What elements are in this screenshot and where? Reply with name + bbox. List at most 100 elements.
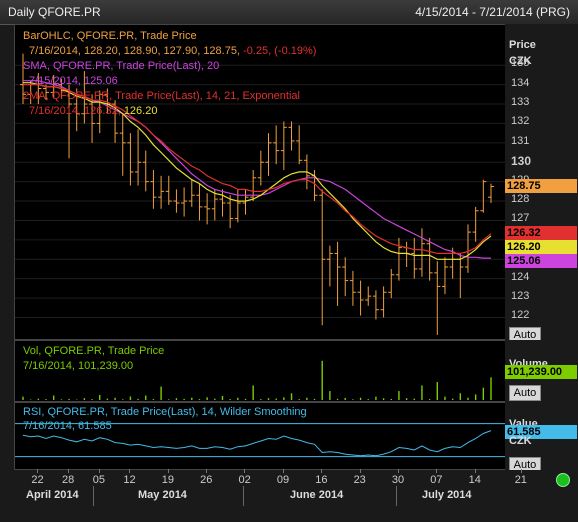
price-tick-label: 124	[511, 270, 530, 283]
month-separator	[93, 486, 94, 506]
ohlc-bar	[457, 253, 464, 299]
ohlc-bar	[150, 170, 157, 209]
x-tick-label: 19	[161, 474, 175, 486]
x-tick-label: 02	[238, 474, 251, 486]
ohlc-bar	[142, 150, 149, 192]
rsi-auto-button[interactable]: Auto	[509, 457, 541, 470]
price-axis: Price CZK Auto 1351341331321311301291281…	[505, 24, 578, 343]
window-header: Daily QFORE.PR 4/15/2014 - 7/21/2014 (PR…	[0, 0, 578, 25]
price-axis-title: Price	[509, 39, 536, 51]
ohlc-bar	[257, 150, 264, 186]
x-tick-mark	[397, 469, 399, 473]
ohlc-bar	[265, 133, 272, 176]
volume-pane[interactable]: Vol, QFORE.PR, Trade Price 7/16/2014, 10…	[14, 340, 506, 402]
ohlc-bar	[434, 261, 441, 335]
rsi-plot	[15, 423, 505, 458]
price-legend-line: 7/16/2014, 128.20, 128.90, 127.90, 128.7…	[29, 45, 317, 57]
rsi-line	[22, 430, 492, 457]
ohlc-bar	[334, 241, 341, 306]
rsi-legend-value: 7/16/2014, 61.585	[23, 420, 112, 432]
x-month-label: July 2014	[422, 489, 472, 501]
x-tick-label: 22	[31, 474, 44, 486]
price-tick-label: 134	[511, 76, 530, 89]
ohlc-bar	[188, 179, 195, 207]
price-last-badge: 125.06	[505, 253, 577, 268]
volume-plot	[22, 360, 492, 400]
price-tick-label: 132	[511, 115, 530, 128]
ohlc-bar	[158, 175, 165, 209]
volume-last-badge: 101,239.00	[505, 365, 577, 379]
ohlc-bar	[43, 84, 50, 101]
ohlc-bar	[173, 189, 180, 213]
ohlc-bar	[227, 195, 234, 229]
x-tick-mark	[98, 469, 100, 473]
price-auto-button[interactable]: Auto	[509, 327, 541, 343]
x-tick-label: 26	[200, 474, 213, 486]
x-tick-mark	[129, 469, 131, 473]
ohlc-bar	[204, 193, 211, 225]
ohlc-bar	[319, 189, 326, 326]
price-legend-line: 2MA, QFORE.PR, Trade Price(Last), 14, 21…	[23, 90, 300, 102]
price-legend-line: 7/16/2014, 126.32, 126.20	[29, 105, 158, 117]
price-last-badge: 126.20	[505, 239, 577, 254]
ohlc-bar	[242, 189, 249, 215]
price-tick-label: 130	[511, 154, 532, 169]
ohlc-bar	[441, 257, 448, 295]
ohlc-bar	[426, 237, 433, 281]
rsi-axis: Value 61.585 CZK Auto	[505, 402, 578, 470]
x-tick-mark	[520, 469, 522, 473]
x-tick-mark	[37, 469, 39, 473]
ohlc-bar	[326, 245, 333, 287]
ohlc-bar	[365, 286, 372, 306]
ohlc-bar	[127, 133, 134, 186]
ohlc-bar	[411, 237, 418, 279]
ohlc-bar	[280, 121, 287, 171]
ohlc-bar	[135, 129, 142, 186]
x-tick-mark	[436, 469, 438, 473]
x-tick-mark	[167, 469, 169, 473]
ema-14-line	[23, 82, 492, 260]
ohlc-bar	[388, 268, 395, 299]
price-legend-line: BarOHLC, QFORE.PR, Trade Price	[23, 30, 197, 42]
price-last-badge: 128.75	[505, 178, 577, 193]
x-tick-mark	[282, 469, 284, 473]
ohlc-bar	[20, 53, 26, 105]
x-tick-label: 30	[391, 474, 405, 486]
price-pane[interactable]: BarOHLC, QFORE.PR, Trade Price 7/16/2014,…	[14, 24, 506, 340]
x-tick-mark	[68, 469, 70, 473]
price-legend: BarOHLC, QFORE.PR, Trade Price 7/16/2014,…	[23, 29, 316, 119]
x-tick-label: 09	[276, 474, 290, 486]
ohlc-bar	[219, 189, 226, 217]
ohlc-bar	[250, 170, 257, 202]
ohlc-bar	[96, 90, 103, 134]
ohlc-bar	[395, 237, 402, 281]
ohlc-bar	[488, 183, 494, 203]
ohlc-bar	[73, 88, 80, 132]
ohlc-bar	[211, 189, 218, 221]
price-axis-unit: CZK	[509, 55, 532, 67]
x-tick-mark	[321, 469, 323, 473]
rsi-last-badge: 61.585	[505, 425, 577, 439]
x-tick-label: 21	[514, 474, 527, 486]
volume-auto-button[interactable]: Auto	[509, 385, 541, 401]
ohlc-bar	[196, 183, 203, 221]
volume-legend-title: Vol, QFORE.PR, Trade Price	[23, 345, 165, 357]
price-tick-label: 128	[511, 193, 530, 206]
ohlc-bar	[273, 125, 280, 165]
x-tick-mark	[244, 469, 246, 473]
ohlc-bar	[380, 286, 387, 318]
price-tick-label: 123	[511, 290, 530, 303]
x-tick-mark	[474, 469, 476, 473]
ohlc-bar	[81, 71, 88, 124]
x-tick-label: 28	[62, 474, 75, 486]
chart-title: Daily QFORE.PR	[8, 5, 101, 19]
rsi-pane[interactable]: RSI, QFORE.PR, Trade Price(Last), 14, Wi…	[14, 402, 506, 470]
price-legend-line: 7/15/2014, 125.06	[29, 75, 118, 87]
x-month-label: May 2014	[138, 489, 187, 501]
month-separator	[243, 486, 244, 506]
ohlc-bar	[296, 125, 303, 165]
x-month-label: June 2014	[290, 489, 344, 501]
x-tick-mark	[359, 469, 361, 473]
x-tick-label: 07	[430, 474, 443, 486]
